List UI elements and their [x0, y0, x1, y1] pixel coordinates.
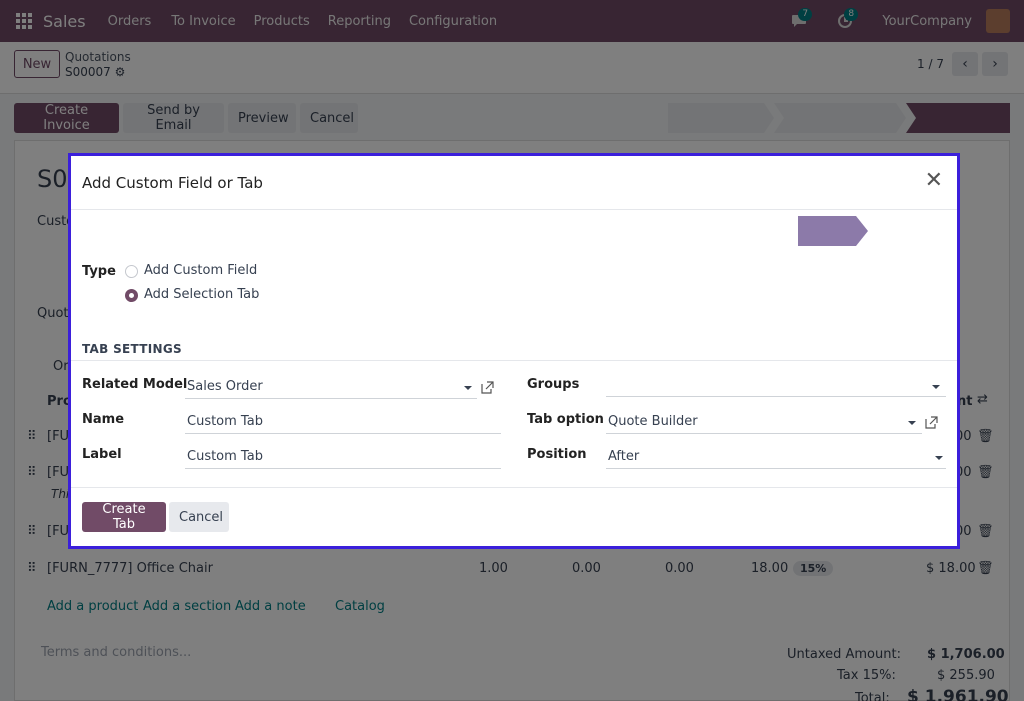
stage-arrow-icon — [798, 216, 868, 246]
dialog-header: Add Custom Field or Tab ✕ — [71, 156, 957, 210]
related-model-select[interactable]: Sales Order — [185, 375, 477, 399]
radio-add-custom-field-label[interactable]: Add Custom Field — [144, 263, 258, 278]
type-label: Type — [82, 264, 116, 279]
tab-option-label: Tab option — [527, 412, 604, 427]
chevron-down-icon[interactable] — [464, 386, 472, 390]
section-divider — [71, 360, 957, 361]
add-custom-field-dialog: Add Custom Field or Tab ✕ Type Add Custo… — [68, 153, 960, 549]
name-label: Name — [82, 412, 125, 427]
tab-option-select[interactable]: Quote Builder — [606, 410, 922, 434]
tab-settings-title: TAB SETTINGS — [82, 342, 182, 356]
external-link-icon[interactable] — [481, 381, 494, 394]
name-input[interactable]: Custom Tab — [185, 410, 501, 434]
position-select[interactable]: After — [606, 445, 946, 469]
groups-select[interactable] — [606, 373, 946, 397]
chevron-down-icon[interactable] — [932, 385, 940, 389]
external-link-icon[interactable] — [925, 416, 938, 429]
label-label: Label — [82, 447, 122, 462]
position-label: Position — [527, 447, 587, 462]
radio-add-selection-tab[interactable] — [125, 289, 138, 302]
groups-label: Groups — [527, 377, 580, 392]
radio-add-custom-field[interactable] — [125, 265, 138, 278]
chevron-down-icon[interactable] — [935, 456, 943, 460]
close-icon[interactable]: ✕ — [924, 168, 943, 193]
label-input[interactable]: Custom Tab — [185, 445, 501, 469]
radio-add-selection-tab-label[interactable]: Add Selection Tab — [144, 287, 260, 302]
footer-divider — [71, 487, 957, 488]
create-tab-button[interactable]: Create Tab — [82, 502, 166, 532]
cancel-button[interactable]: Cancel — [169, 502, 229, 532]
related-model-label: Related Model — [82, 377, 188, 392]
dialog-title: Add Custom Field or Tab — [82, 174, 263, 192]
chevron-down-icon[interactable] — [908, 421, 916, 425]
